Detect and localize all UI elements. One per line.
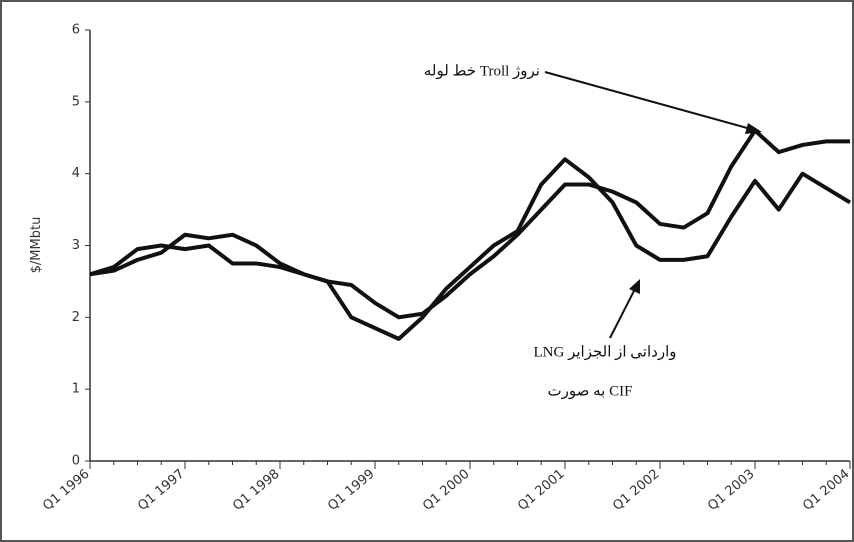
arrow bbox=[609, 284, 638, 339]
x-tick-label: Q1 2004 bbox=[800, 467, 852, 514]
y-tick-label: 3 bbox=[72, 238, 80, 253]
y-axis-label: $/MMbtu bbox=[29, 217, 44, 274]
x-tick-label: Q1 2002 bbox=[610, 467, 662, 514]
x-tick-label: Q1 2003 bbox=[705, 467, 757, 514]
series-line bbox=[89, 128, 850, 320]
y-tick-label: 1 bbox=[72, 382, 80, 397]
x-tick-label: Q1 1998 bbox=[230, 467, 282, 514]
x-tick-label: Q1 1996 bbox=[40, 467, 92, 514]
y-tick-label: 2 bbox=[72, 310, 80, 325]
annotation: خط لوله Troll نروژ bbox=[424, 63, 540, 79]
x-tick-label: Q1 2000 bbox=[420, 467, 472, 514]
annotation: به صورت CIF bbox=[548, 383, 633, 399]
arrow bbox=[544, 71, 759, 132]
x-tick-label: Q1 2001 bbox=[515, 467, 567, 514]
y-tick-label: 5 bbox=[72, 94, 80, 109]
x-tick-label: Q1 1997 bbox=[135, 467, 187, 514]
y-tick-label: 4 bbox=[72, 166, 80, 181]
annotation: LNG وارداتی از الجزایر bbox=[534, 344, 677, 360]
y-tick-label: 6 bbox=[72, 23, 80, 38]
series-line bbox=[89, 157, 852, 341]
arrow-head bbox=[629, 279, 640, 294]
y-tick-label: 0 bbox=[72, 454, 80, 469]
x-tick-label: Q1 1999 bbox=[325, 467, 377, 514]
